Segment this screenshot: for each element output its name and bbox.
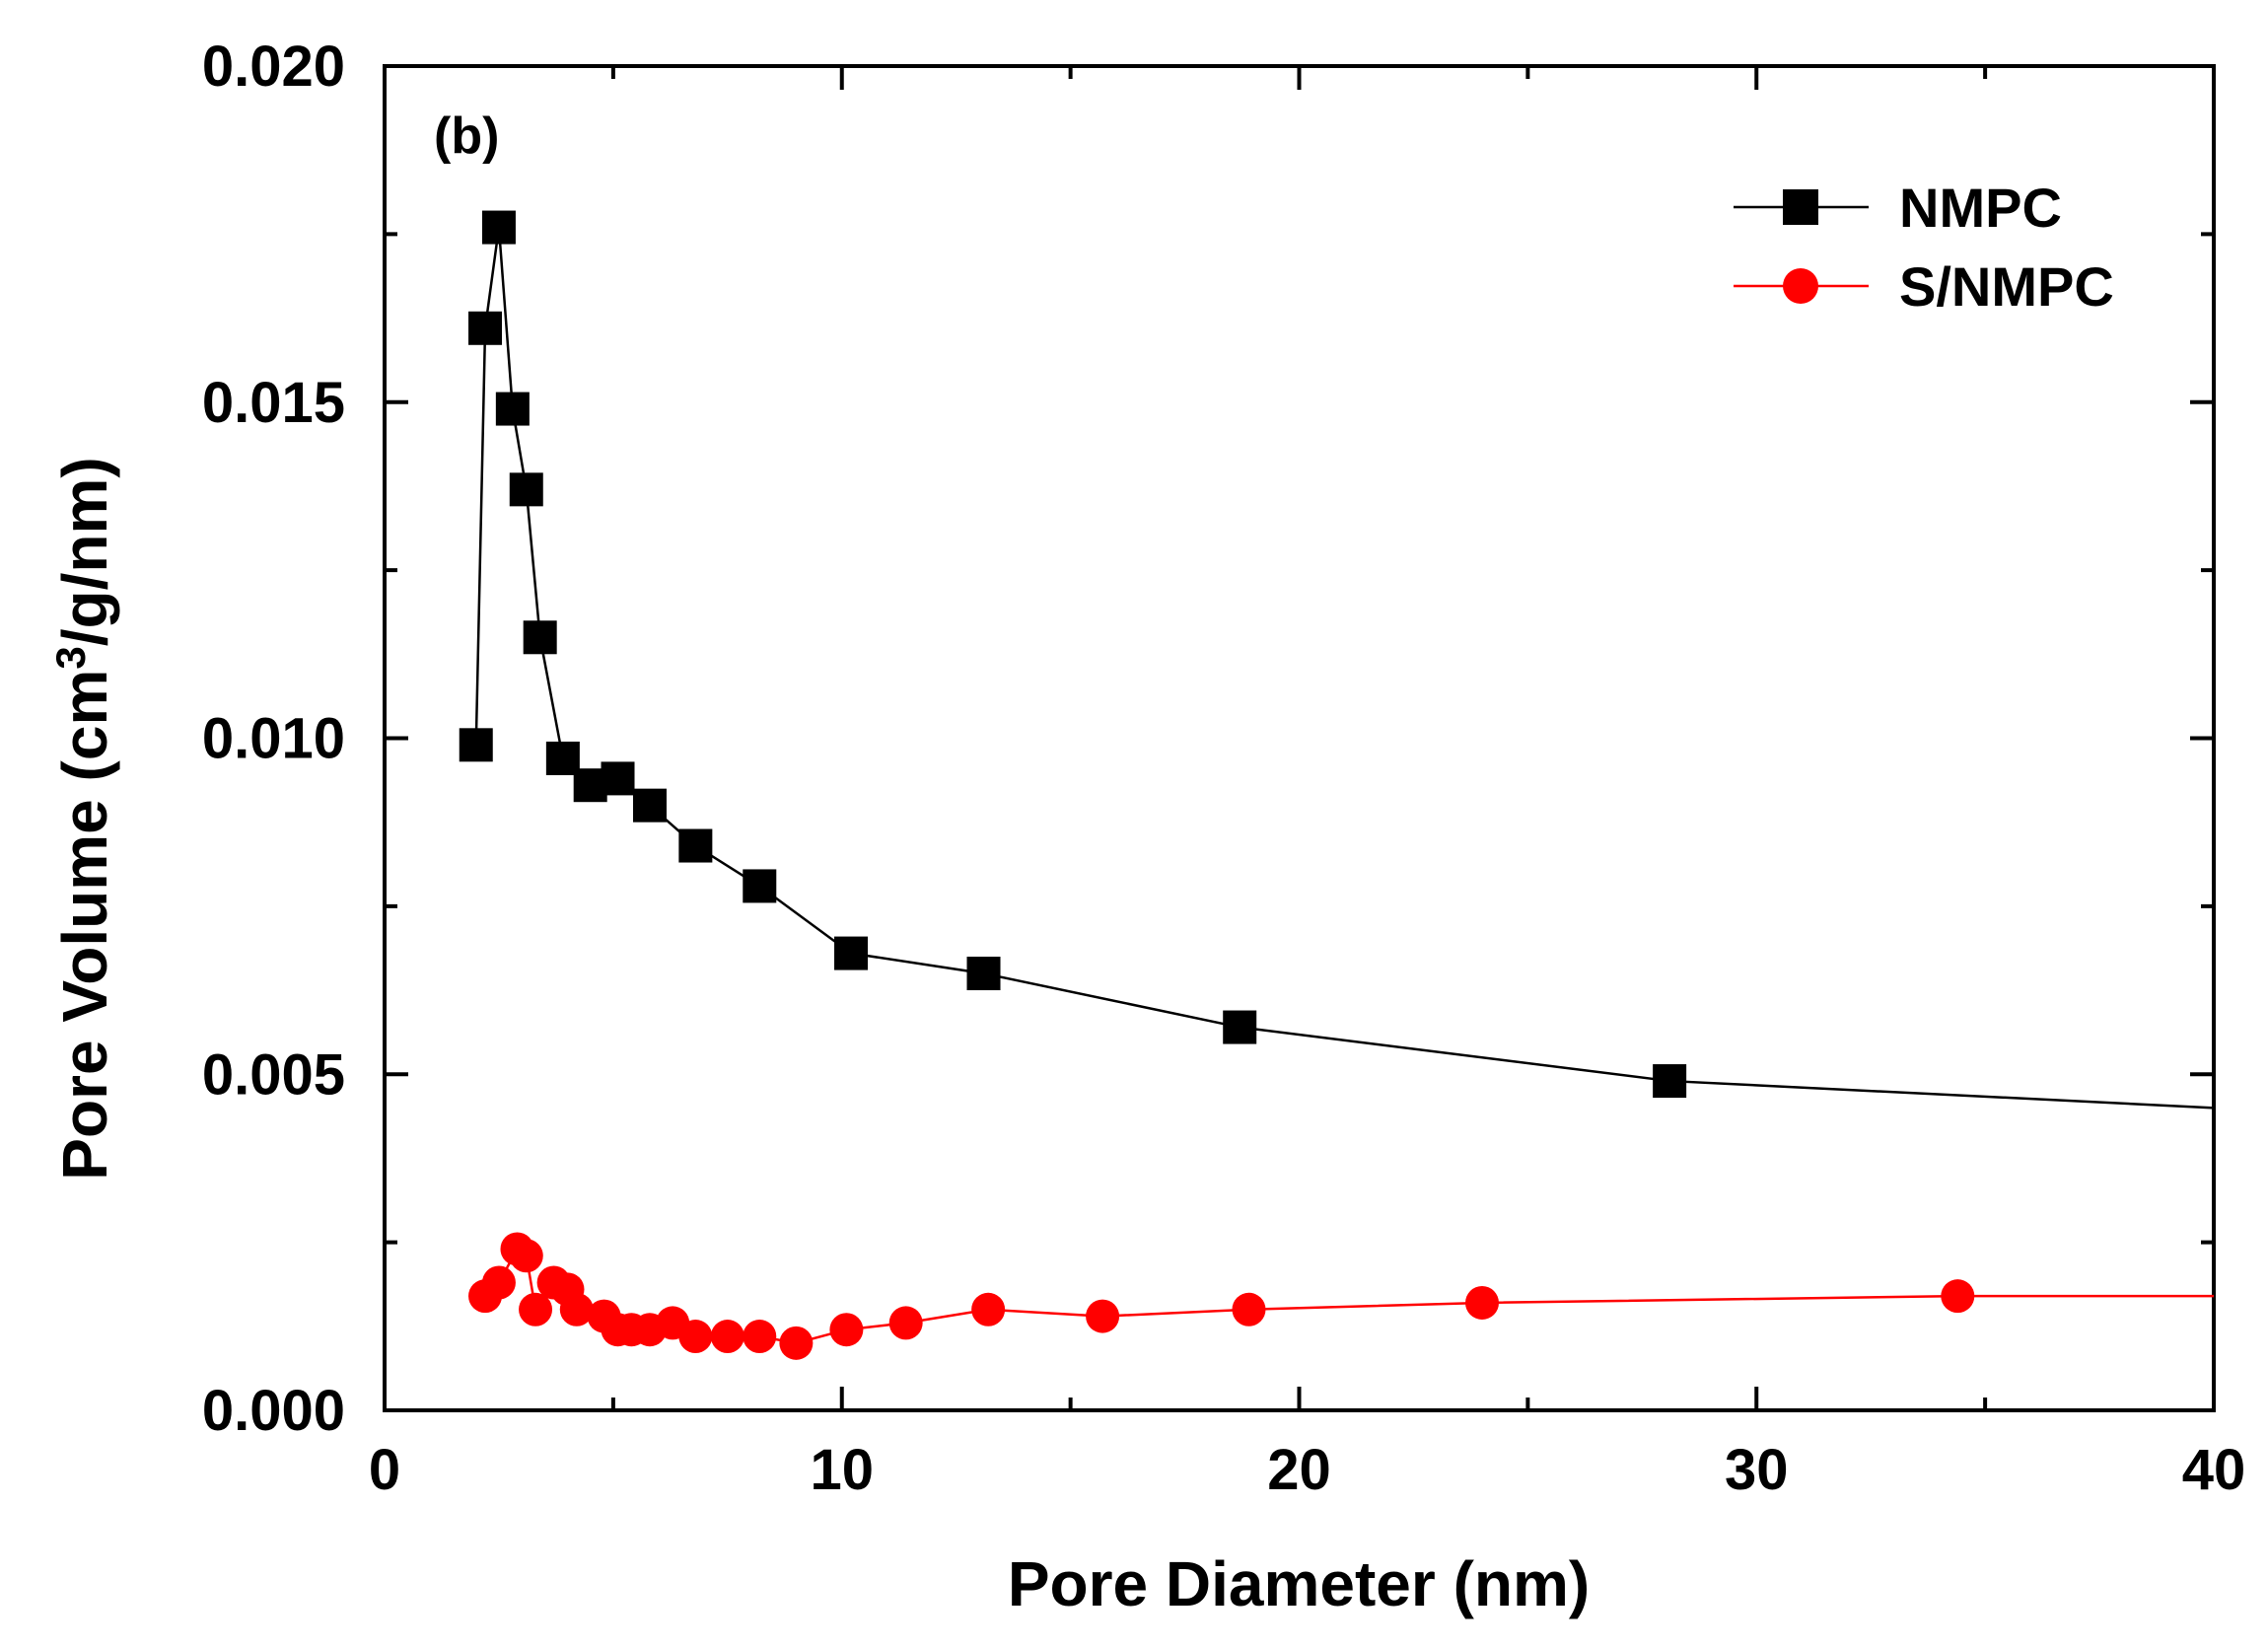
data-point-s-nmpc bbox=[1086, 1299, 1120, 1333]
data-point-s-nmpc bbox=[971, 1292, 1006, 1326]
x-axis-tick-labels: 0 10 20 30 40 bbox=[369, 1438, 2245, 1502]
data-point-s-nmpc bbox=[509, 1239, 543, 1273]
axis-ticks bbox=[383, 64, 2216, 1412]
y-axis-tick-labels: 0.000 0.005 0.010 0.015 0.020 bbox=[202, 35, 345, 1443]
series-layer bbox=[459, 210, 2215, 1360]
x-tick-label: 20 bbox=[1267, 1438, 1331, 1502]
data-point-nmpc bbox=[1653, 1064, 1687, 1099]
data-point-nmpc bbox=[481, 210, 516, 245]
data-point-s-nmpc bbox=[1232, 1292, 1266, 1326]
data-point-s-nmpc bbox=[481, 1265, 516, 1300]
data-point-nmpc bbox=[468, 311, 503, 345]
data-point-nmpc bbox=[509, 472, 543, 507]
y-tick-label: 0.000 bbox=[202, 1379, 345, 1443]
y-axis-title: Pore Volume (cm3/g/nm) bbox=[47, 457, 120, 1180]
data-point-s-nmpc bbox=[829, 1313, 864, 1347]
x-axis-title: Pore Diameter (nm) bbox=[1008, 1548, 1590, 1619]
y-axis-title-main: Pore Volume (cm bbox=[49, 670, 120, 1181]
data-point-s-nmpc bbox=[779, 1326, 814, 1360]
data-point-s-nmpc bbox=[710, 1320, 744, 1354]
data-point-s-nmpc bbox=[519, 1292, 553, 1326]
data-point-nmpc bbox=[1223, 1010, 1257, 1044]
y-axis-title-tail: /g/nm) bbox=[49, 457, 120, 646]
data-point-s-nmpc bbox=[678, 1320, 713, 1354]
legend: NMPC S/NMPC bbox=[1734, 177, 2114, 318]
y-tick-label: 0.010 bbox=[202, 707, 345, 771]
data-point-nmpc bbox=[834, 936, 869, 970]
panel-label: (b) bbox=[434, 108, 499, 165]
legend-label-snmpc: S/NMPC bbox=[1899, 255, 2114, 318]
data-point-s-nmpc bbox=[1465, 1285, 1499, 1320]
data-point-nmpc bbox=[523, 620, 557, 655]
x-tick-label: 30 bbox=[1725, 1438, 1789, 1502]
data-point-nmpc bbox=[678, 828, 713, 863]
x-tick-label: 10 bbox=[810, 1438, 874, 1502]
data-point-nmpc bbox=[459, 728, 493, 762]
data-point-s-nmpc bbox=[1941, 1279, 1975, 1314]
data-point-nmpc bbox=[966, 957, 1001, 991]
data-point-s-nmpc bbox=[888, 1306, 923, 1340]
data-point-nmpc bbox=[601, 761, 635, 796]
legend-label-nmpc: NMPC bbox=[1899, 177, 2062, 239]
legend-marker-nmpc bbox=[1783, 189, 1818, 225]
y-tick-label: 0.005 bbox=[202, 1042, 345, 1107]
series-line-nmpc bbox=[474, 227, 2215, 1110]
data-point-nmpc bbox=[632, 788, 667, 823]
y-tick-label: 0.015 bbox=[202, 371, 345, 435]
legend-marker-snmpc bbox=[1783, 268, 1818, 304]
x-tick-label: 0 bbox=[369, 1438, 400, 1502]
data-point-nmpc bbox=[495, 392, 530, 426]
y-axis-title-superscript: 3 bbox=[47, 646, 94, 669]
data-point-s-nmpc bbox=[559, 1292, 594, 1326]
x-tick-label: 40 bbox=[2182, 1438, 2246, 1502]
data-point-nmpc bbox=[743, 869, 777, 903]
data-point-s-nmpc bbox=[743, 1320, 777, 1354]
y-tick-label: 0.020 bbox=[202, 35, 345, 99]
